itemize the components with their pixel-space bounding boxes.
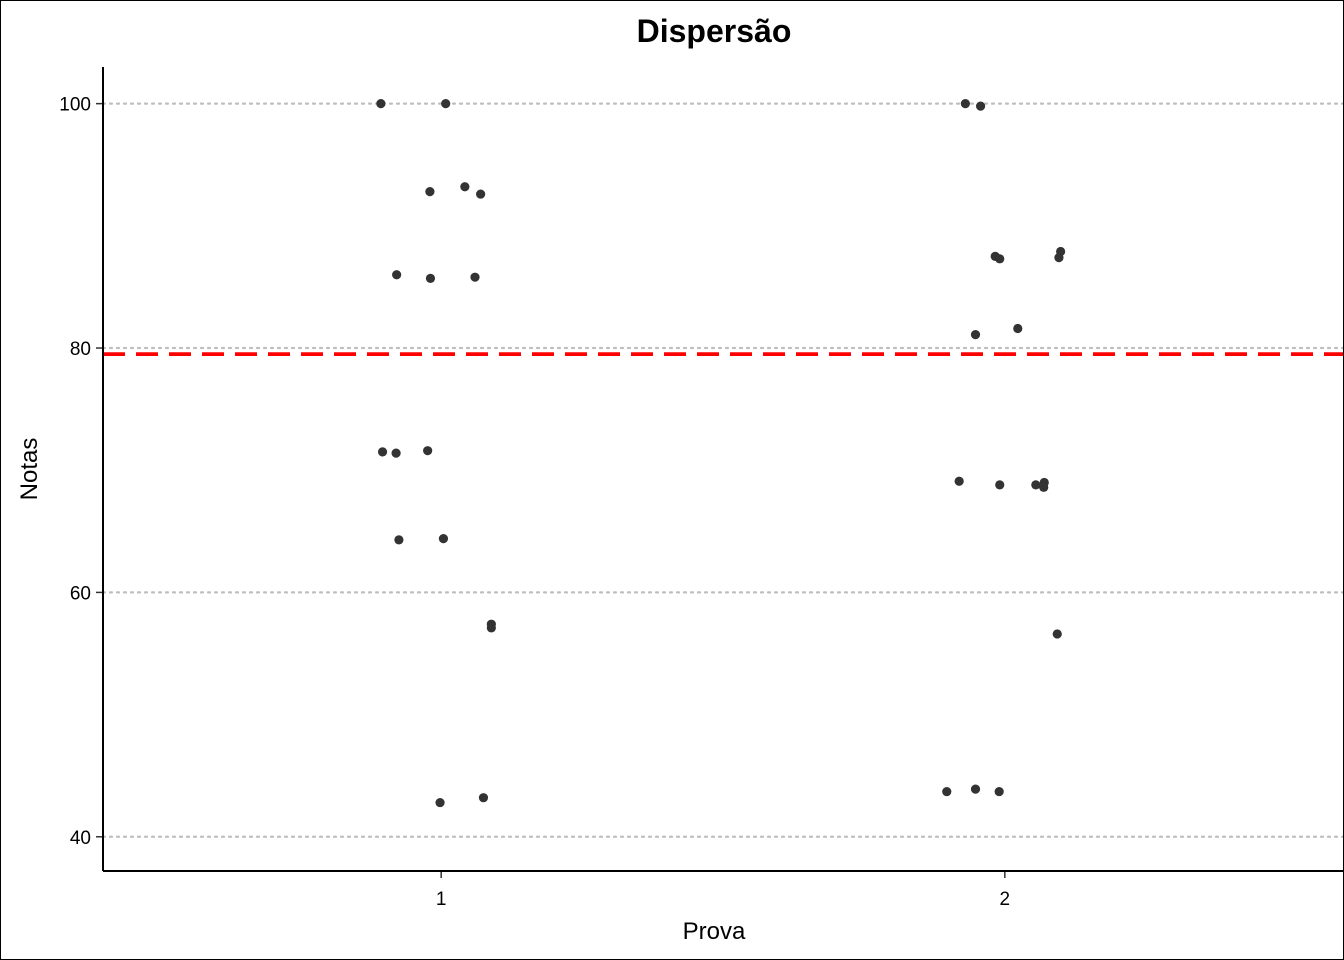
data-point (476, 189, 486, 199)
y-tick-label: 60 (70, 583, 91, 604)
x-tick-label: 1 (436, 889, 447, 910)
data-point (435, 797, 445, 808)
data-point (377, 447, 388, 457)
data-point (394, 535, 404, 545)
data-point (478, 793, 489, 803)
data-point (954, 476, 964, 486)
data-point (425, 273, 436, 283)
x-axis-title: Prova (683, 918, 746, 945)
data-point (1013, 323, 1023, 334)
data-point (438, 534, 449, 544)
data-point (1039, 482, 1049, 492)
data-point (470, 272, 480, 282)
data-point (460, 182, 470, 192)
data-point (975, 101, 986, 111)
data-point (425, 187, 435, 197)
data-point (970, 784, 981, 794)
data-point (376, 99, 386, 109)
x-tick-label: 2 (1000, 889, 1011, 910)
data-point (942, 786, 952, 797)
data-point (1031, 480, 1041, 490)
data-point (423, 446, 433, 456)
y-tick-label: 80 (70, 339, 91, 360)
data-point (486, 623, 496, 633)
axes (96, 67, 1343, 878)
data-point (960, 99, 970, 109)
data-point (391, 448, 401, 458)
data-point (392, 270, 402, 280)
data-point (970, 329, 981, 340)
data-point (441, 99, 451, 109)
chart-title: Dispersão (637, 13, 792, 49)
data-point (994, 786, 1004, 797)
data-point (1052, 629, 1062, 639)
data-points (376, 99, 1066, 808)
tick-labels: 40 60 80 100 1 2 (59, 95, 1010, 910)
gridlines (101, 102, 1343, 838)
y-axis-title: Notas (16, 438, 43, 501)
data-point (995, 480, 1005, 490)
y-tick-label: 40 (70, 828, 91, 849)
data-point (995, 254, 1005, 264)
data-point (1054, 253, 1064, 263)
y-tick-label: 100 (59, 95, 91, 116)
